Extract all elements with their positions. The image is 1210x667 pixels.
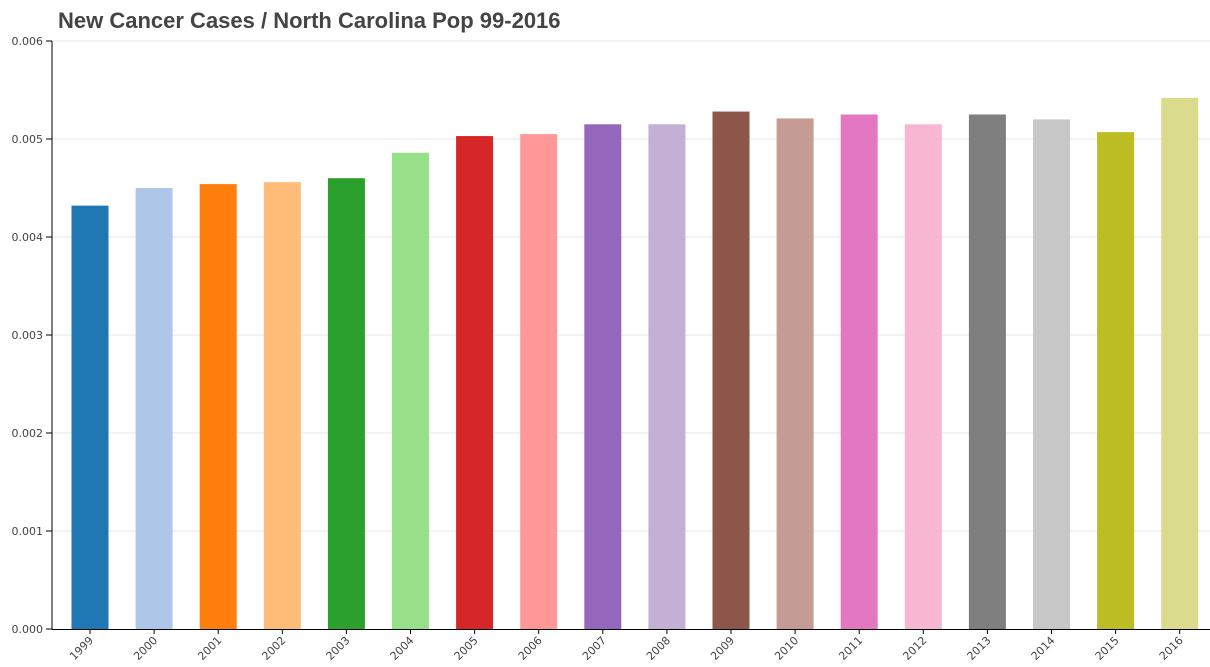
x-tick-labels: 1999 2000 2001 2002 2003 2004 2005 2006 2007 2008… [67,634,1186,663]
bar-2011 [840,114,878,629]
x-tick-label: 2004 [388,634,417,663]
bar-2012 [904,124,942,630]
axes [46,40,1210,634]
y-tick-label: 0.001 [12,525,44,538]
bar-2005 [456,136,494,629]
x-tick-label: 2000 [131,634,160,663]
x-tick-label: 2002 [259,634,288,663]
x-tick-label: 2011 [836,634,865,663]
bar-1999 [71,205,109,629]
x-tick-label: 2007 [580,634,609,663]
chart-title: New Cancer Cases / North Carolina Pop 99… [58,8,561,33]
y-tick-label: 0.000 [12,623,44,636]
y-tick-labels: 0.000 0.001 0.002 0.003 0.004 0.005 0.006 [12,35,44,636]
bar-2006 [520,134,558,629]
bar-2010 [776,118,814,630]
y-tick-label: 0.002 [12,427,44,440]
x-tick-label: 2010 [772,634,801,663]
x-tick-label: 2005 [452,634,481,663]
x-tick-label: 2001 [195,634,224,663]
x-tick-label: 2012 [900,634,929,663]
bar-2014 [1033,119,1070,630]
bar-2009 [712,111,750,629]
bar-2004 [392,152,429,629]
x-tick-label: 2013 [965,634,994,663]
grid-lines [52,40,1210,532]
x-tick-label: 1999 [67,634,96,663]
y-tick-label: 0.006 [12,35,44,48]
bar-2015 [1097,132,1135,629]
x-tick-label: 2009 [708,634,737,663]
bars [71,97,1199,630]
bar-2008 [648,124,686,630]
x-tick-label: 2016 [1157,634,1186,663]
x-tick-label: 2003 [324,634,353,663]
bar-2002 [263,182,301,629]
y-tick-label: 0.005 [12,133,44,146]
bar-2000 [135,188,173,629]
x-tick-label: 2014 [1029,634,1058,663]
bar-2016 [1161,97,1199,630]
x-tick-label: 2006 [516,634,545,663]
bar-2003 [327,178,365,629]
bar-2007 [584,124,622,630]
x-tick-label: 2015 [1093,634,1122,663]
x-tick-label: 2008 [644,634,673,663]
bar-2001 [199,184,237,629]
y-tick-label: 0.003 [12,329,44,342]
bar-2013 [968,114,1006,629]
y-tick-label: 0.004 [12,231,44,244]
